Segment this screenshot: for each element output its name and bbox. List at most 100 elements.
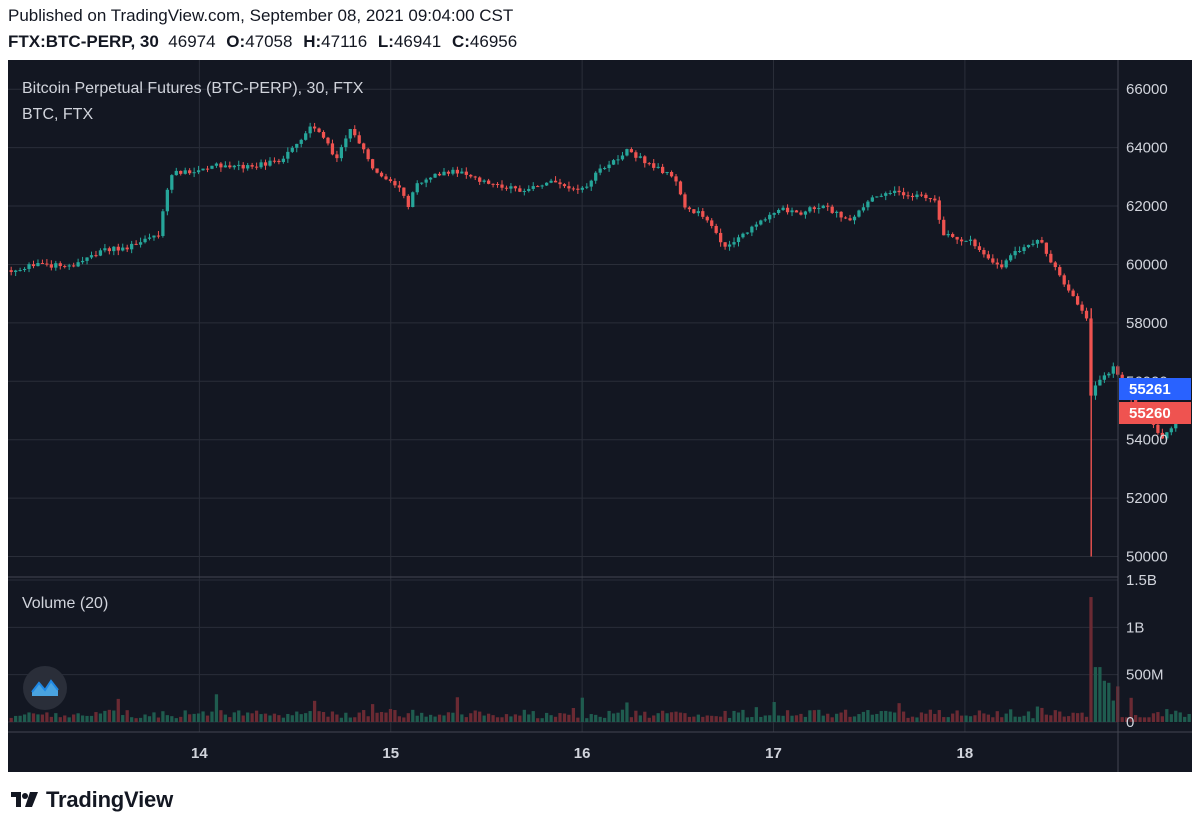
volume-bar bbox=[656, 713, 660, 722]
volume-bar bbox=[951, 713, 955, 722]
volume-bar bbox=[687, 716, 692, 722]
volume-bar bbox=[1031, 718, 1035, 722]
volume-bar bbox=[277, 715, 281, 722]
candle-body bbox=[973, 239, 977, 247]
time-axis[interactable]: 14 15 16 17 18 bbox=[191, 745, 973, 762]
volume-bar bbox=[942, 717, 946, 722]
candle-body bbox=[1013, 251, 1017, 256]
chart-frame[interactable]: 5000052000540005600058000600006200064000… bbox=[8, 60, 1192, 772]
volume-bar bbox=[732, 710, 736, 722]
last-price-labels: 55261 55260 bbox=[1119, 378, 1191, 424]
candle-body bbox=[27, 264, 31, 269]
low-label: L: bbox=[377, 32, 394, 51]
volume-bar bbox=[170, 716, 174, 722]
volume-bar bbox=[571, 707, 576, 722]
volume-bar bbox=[1053, 710, 1057, 722]
candle-body bbox=[527, 188, 531, 191]
volume-bar bbox=[482, 715, 486, 722]
volume-bar bbox=[928, 709, 932, 722]
volume-bar bbox=[839, 712, 843, 722]
volume-bar bbox=[1093, 667, 1098, 722]
volume-bar bbox=[464, 717, 468, 722]
last-price-label-box bbox=[1119, 378, 1191, 400]
price-axis[interactable]: 5000052000540005600058000600006200064000… bbox=[1126, 81, 1168, 565]
candle-body bbox=[80, 260, 85, 263]
candle-body bbox=[571, 188, 576, 190]
volume-bar bbox=[1075, 713, 1080, 722]
volume-bar bbox=[1169, 714, 1173, 722]
tradingview-watermark-icon[interactable] bbox=[23, 666, 67, 710]
candle-body bbox=[817, 208, 821, 210]
candle-body bbox=[228, 165, 232, 168]
candle-body bbox=[125, 247, 129, 250]
candle-body bbox=[446, 171, 451, 174]
volume-bar bbox=[1017, 716, 1022, 722]
volume-bar bbox=[402, 717, 406, 722]
candle-body bbox=[946, 234, 950, 236]
volume-bar bbox=[848, 716, 852, 722]
volume-bar bbox=[1089, 597, 1093, 722]
volume-bar bbox=[866, 710, 870, 722]
volume-bar bbox=[357, 712, 361, 722]
candle-body bbox=[683, 194, 687, 208]
candle-body bbox=[495, 184, 500, 186]
candle-body bbox=[861, 207, 866, 211]
volume-bar bbox=[469, 713, 473, 722]
volume-bar bbox=[116, 698, 120, 722]
volume-bar bbox=[714, 716, 718, 722]
candle-body bbox=[147, 237, 152, 239]
candle-body bbox=[482, 180, 486, 182]
volume-bar bbox=[736, 712, 741, 722]
candle-body bbox=[942, 219, 946, 236]
last-price-label-text: 55261 bbox=[1129, 381, 1171, 398]
candle-body bbox=[906, 195, 910, 197]
volume-bar bbox=[893, 712, 897, 722]
tradingview-brand[interactable]: TradingView bbox=[10, 787, 173, 813]
volume-bar bbox=[281, 717, 285, 722]
candle-body bbox=[58, 263, 62, 267]
candle-body bbox=[393, 181, 397, 186]
chart-svg[interactable]: 5000052000540005600058000600006200064000… bbox=[8, 60, 1192, 772]
volume-bar bbox=[754, 707, 758, 722]
volume-bar bbox=[89, 715, 94, 722]
last-value: 46974 bbox=[168, 32, 216, 51]
volume-bar bbox=[1000, 717, 1004, 722]
candle-body bbox=[741, 233, 745, 238]
volume-bar bbox=[362, 710, 366, 722]
volume-bar bbox=[1035, 706, 1040, 722]
candle-body bbox=[794, 210, 799, 213]
candle-body bbox=[504, 187, 509, 189]
candle-body bbox=[714, 225, 718, 233]
high-value: 47116 bbox=[321, 32, 368, 51]
volume-bar bbox=[183, 710, 187, 722]
candle-body bbox=[799, 212, 803, 215]
candle-body bbox=[607, 164, 611, 169]
volume-bar bbox=[1044, 714, 1048, 722]
candle-body bbox=[433, 173, 437, 178]
volume-bar bbox=[161, 711, 165, 722]
candle-body bbox=[901, 192, 906, 196]
candle-body bbox=[348, 129, 352, 139]
candle-body bbox=[1156, 424, 1160, 433]
candle-body bbox=[1062, 275, 1066, 285]
volume-bar bbox=[80, 715, 85, 722]
volume-bar bbox=[906, 717, 910, 722]
volume-bar bbox=[420, 712, 424, 722]
volume-bar bbox=[246, 712, 250, 722]
volume-bar bbox=[513, 714, 518, 722]
candle-body bbox=[1031, 243, 1035, 245]
volume-axis[interactable]: 0 500M 1B 1.5B bbox=[1126, 572, 1164, 731]
time-tick-label: 16 bbox=[574, 745, 591, 762]
volume-bar bbox=[219, 710, 223, 722]
volume-bar bbox=[558, 713, 562, 722]
candle-body bbox=[531, 186, 535, 189]
candle-body bbox=[701, 211, 705, 217]
candle-body bbox=[915, 194, 919, 198]
volume-bar bbox=[884, 710, 888, 722]
volume-bar bbox=[544, 712, 549, 722]
candle-body bbox=[634, 152, 638, 158]
volume-bar bbox=[54, 713, 58, 722]
candle-body bbox=[268, 160, 272, 166]
volume-bar bbox=[138, 717, 143, 722]
symbol-label: FTX:BTC-PERP, 30 bbox=[8, 32, 159, 51]
